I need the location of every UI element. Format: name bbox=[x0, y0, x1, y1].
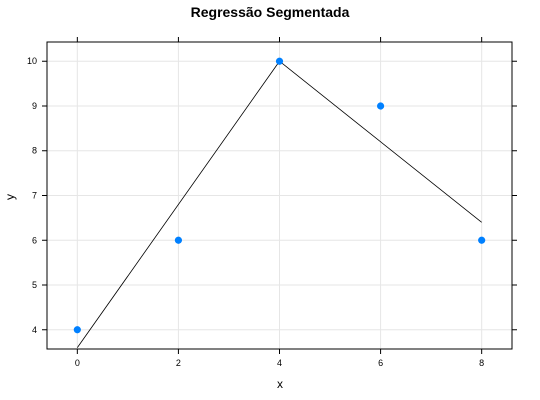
y-axis-label: y bbox=[3, 194, 17, 200]
data-points bbox=[73, 57, 486, 334]
chart-title: Regressão Segmentada bbox=[191, 4, 350, 20]
y-tick-label: 5 bbox=[32, 280, 37, 290]
x-tick-label: 0 bbox=[75, 358, 80, 368]
y-tick-label: 8 bbox=[32, 146, 37, 156]
grid bbox=[47, 42, 512, 349]
y-tick-label: 10 bbox=[27, 56, 37, 66]
data-point bbox=[174, 236, 183, 244]
x-tick-label: 8 bbox=[479, 358, 484, 368]
y-tick-label: 4 bbox=[32, 325, 37, 335]
x-tick-label: 6 bbox=[378, 358, 383, 368]
x-axis-label: x bbox=[277, 377, 283, 391]
data-point bbox=[73, 326, 81, 334]
x-tick-label: 4 bbox=[277, 358, 282, 368]
x-tick-label: 2 bbox=[176, 358, 181, 368]
data-point bbox=[478, 236, 486, 244]
data-point bbox=[376, 102, 385, 110]
data-point bbox=[275, 57, 284, 65]
y-tick-label: 7 bbox=[32, 191, 37, 201]
y-tick-label: 6 bbox=[32, 235, 37, 245]
axis-ticks: 0 2 4 6 8 4 5 6 7 8 9 10 bbox=[27, 37, 517, 368]
y-tick-label: 9 bbox=[32, 101, 37, 111]
